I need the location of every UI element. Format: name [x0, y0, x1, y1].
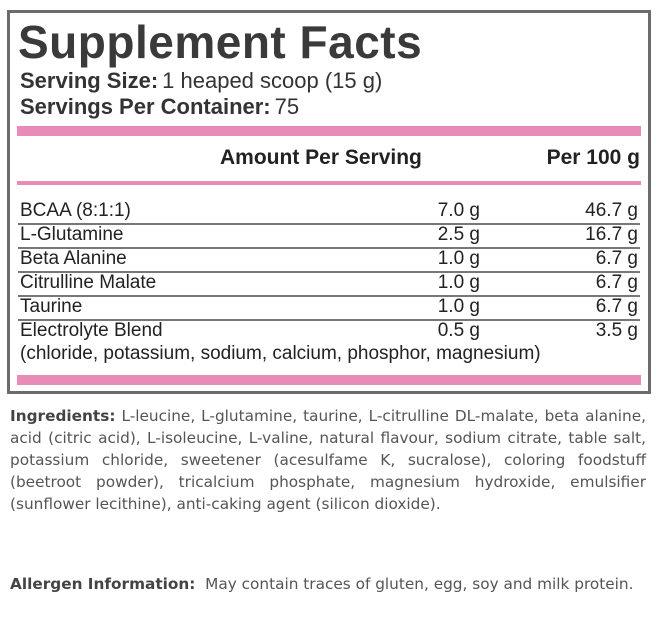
serving-size-label: Serving Size:: [20, 68, 159, 93]
table-row: Citrulline Malate 1.0 g 6.7 g: [18, 271, 640, 297]
row-amount: 2.5 g: [437, 224, 480, 245]
row-amount: 7.0 g: [437, 200, 480, 221]
serving-size-value: 1 heaped scoop (15 g): [162, 68, 383, 93]
row-amount: 1.0 g: [437, 296, 480, 317]
table-row: Beta Alanine 1.0 g 6.7 g: [18, 247, 640, 273]
row-name: L-Glutamine: [20, 224, 124, 245]
ingredients-text: L-leucine, L-glutamine, taurine, L-citru…: [10, 407, 646, 513]
row-name: Taurine: [20, 296, 83, 317]
servings-value: 75: [274, 94, 300, 119]
allergen-section: Allergen Information: May contain traces…: [10, 573, 646, 595]
column-header-amount: Amount Per Serving: [220, 146, 422, 169]
row-per100: 6.7 g: [595, 272, 638, 293]
row-name: Electrolyte Blend: [20, 320, 163, 341]
serving-size: Serving Size: 1 heaped scoop (15 g): [20, 68, 382, 94]
row-per100: 3.5 g: [595, 320, 638, 341]
row-amount: 1.0 g: [437, 248, 480, 269]
allergen-label: Allergen Information:: [10, 575, 196, 593]
panel-title: Supplement Facts: [18, 16, 423, 68]
row-name: Citrulline Malate: [20, 272, 157, 293]
row-name: Beta Alanine: [20, 248, 127, 269]
servings-label: Servings Per Container:: [20, 94, 271, 119]
row-per100: 6.7 g: [595, 248, 638, 269]
servings-per-container: Servings Per Container: 75: [20, 94, 299, 120]
pink-divider-header: [17, 181, 641, 185]
row-name: BCAA (8:1:1): [20, 200, 131, 221]
pink-divider-top: [17, 126, 641, 136]
pink-divider-bottom: [17, 375, 641, 385]
allergen-text: May contain traces of gluten, egg, soy a…: [205, 575, 634, 593]
row-amount: 1.0 g: [437, 272, 480, 293]
table-row: Electrolyte Blend 0.5 g 3.5 g: [18, 319, 640, 343]
row-amount: 0.5 g: [437, 320, 480, 341]
column-header-per100: Per 100 g: [546, 146, 640, 169]
ingredients-section: Ingredients: L-leucine, L-glutamine, tau…: [10, 405, 646, 515]
table-row: L-Glutamine 2.5 g 16.7 g: [18, 223, 640, 249]
ingredients-label: Ingredients:: [10, 407, 116, 425]
row-per100: 46.7 g: [585, 200, 638, 221]
supplement-facts-panel: Supplement Facts Serving Size: 1 heaped s…: [7, 10, 651, 394]
row-per100: 16.7 g: [585, 224, 638, 245]
row-per100: 6.7 g: [595, 296, 638, 317]
table-row: Taurine 1.0 g 6.7 g: [18, 295, 640, 321]
table-row: BCAA (8:1:1) 7.0 g 46.7 g: [18, 199, 640, 225]
electrolyte-note: (chloride, potassium, sodium, calcium, p…: [20, 343, 541, 364]
